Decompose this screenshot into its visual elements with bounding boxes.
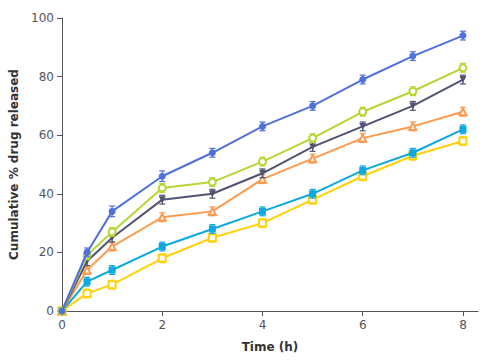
svg-text:6: 6 [359, 318, 367, 332]
svg-text:40: 40 [39, 187, 54, 201]
svg-text:0: 0 [58, 318, 66, 332]
svg-text:0: 0 [46, 304, 54, 318]
svg-text:80: 80 [39, 70, 54, 84]
svg-text:Time (h): Time (h) [242, 340, 299, 354]
svg-text:Cumulative % drug released: Cumulative % drug released [7, 69, 21, 260]
svg-text:60: 60 [39, 128, 54, 142]
svg-text:2: 2 [158, 318, 166, 332]
svg-text:8: 8 [459, 318, 467, 332]
svg-text:20: 20 [39, 245, 54, 259]
svg-text:4: 4 [259, 318, 267, 332]
svg-text:100: 100 [31, 11, 54, 25]
